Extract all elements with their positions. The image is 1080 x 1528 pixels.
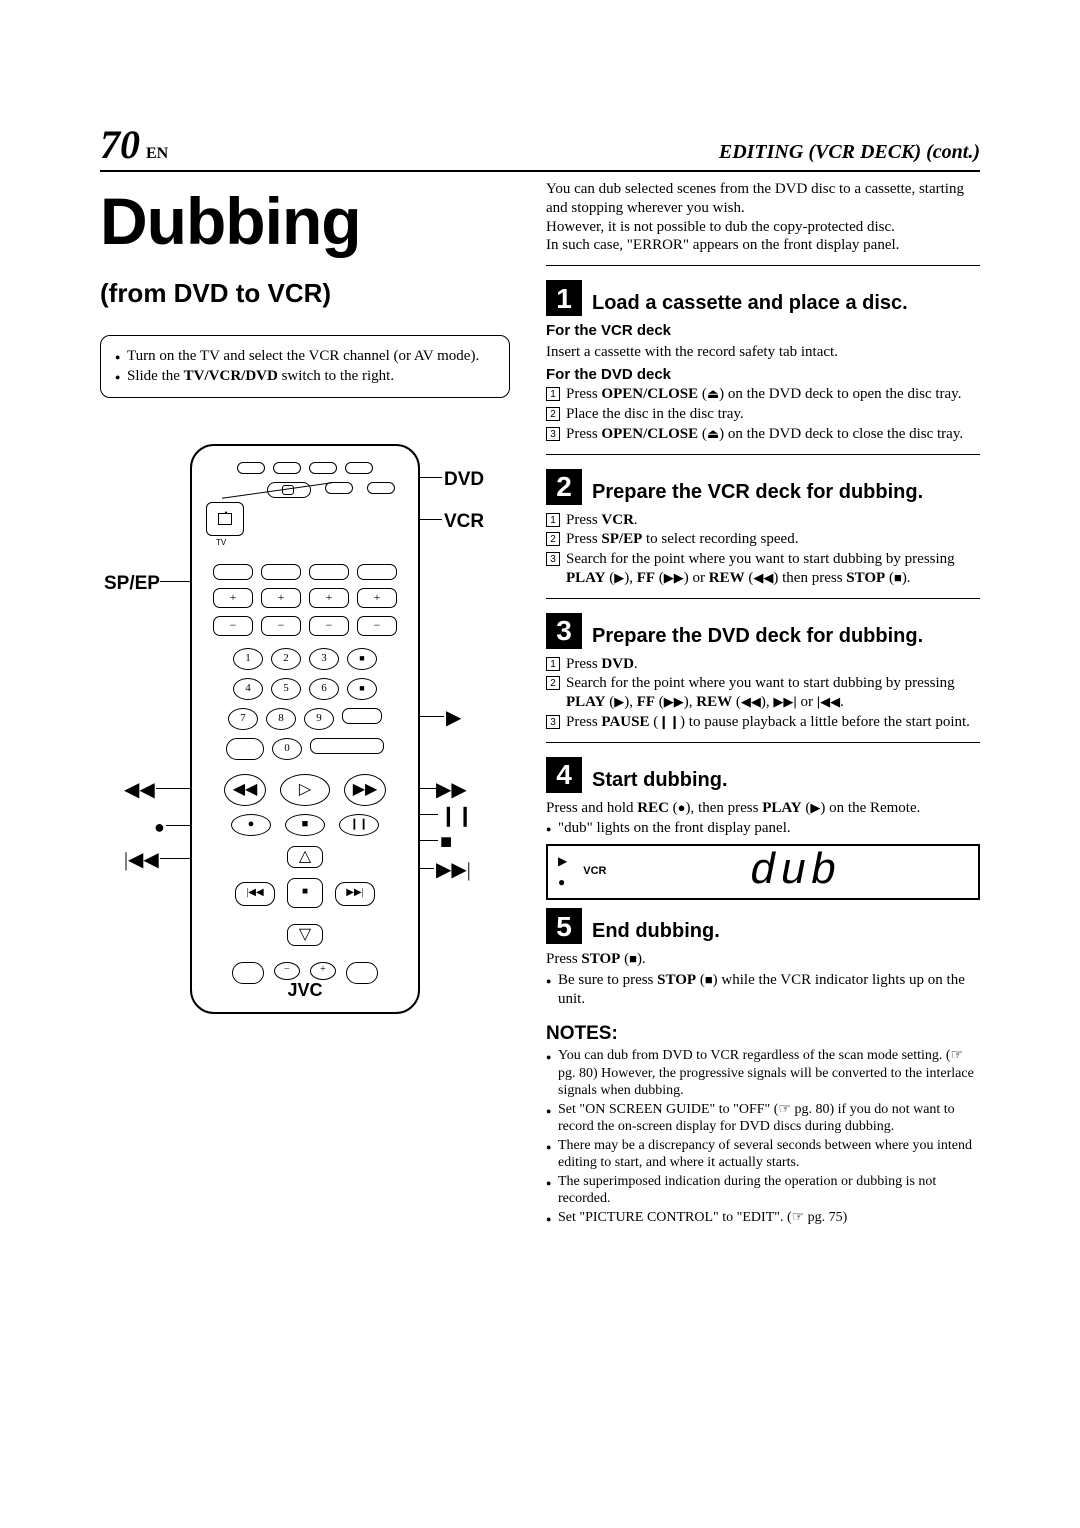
skip-fwd-icon: ▶▶| bbox=[436, 858, 471, 883]
step-5-header: 5 End dubbing. bbox=[546, 908, 980, 944]
pause-icon: ❙❙ bbox=[440, 804, 474, 829]
list-item: 2Place the disc in the disc tray. bbox=[546, 405, 980, 424]
step-1-header: 1 Load a cassette and place a disc. bbox=[546, 280, 980, 316]
section-tag: EDITING (VCR DECK) (cont.) bbox=[719, 140, 980, 165]
list-item: The superimposed indication during the o… bbox=[546, 1173, 980, 1208]
step-4-title: Start dubbing. bbox=[592, 768, 728, 793]
list-item: 1Press OPEN/CLOSE (⏏) on the DVD deck to… bbox=[546, 385, 980, 404]
page-header: 70 EN EDITING (VCR DECK) (cont.) bbox=[100, 120, 980, 172]
list-item: 1Press VCR. bbox=[546, 511, 980, 530]
display-vcr-label: VCR bbox=[583, 865, 606, 879]
list-item: 3Search for the point where you want to … bbox=[546, 550, 980, 588]
list-item: Set "PICTURE CONTROL" to "EDIT". (☞ pg. … bbox=[546, 1209, 980, 1227]
remote-tv-label: TV bbox=[216, 538, 226, 548]
display-dub-word: dub bbox=[622, 845, 968, 900]
remote-label-dvd: DVD bbox=[444, 468, 484, 492]
step-5-num: 5 bbox=[546, 908, 582, 944]
list-item: Slide the TV/VCR/DVD switch to the right… bbox=[115, 367, 495, 386]
list-item: Set "ON SCREEN GUIDE" to "OFF" (☞ pg. 80… bbox=[546, 1101, 980, 1136]
play-icon: ▶ bbox=[558, 854, 567, 869]
list-item: Be sure to press STOP (■) while the VCR … bbox=[546, 971, 980, 1009]
step-1-vcr-body: Insert a cassette with the record safety… bbox=[546, 343, 980, 362]
step-1-title: Load a cassette and place a disc. bbox=[592, 291, 908, 316]
remote-body: TV ++++ −−−− 123■ 456■ bbox=[190, 444, 420, 1014]
remote-label-spep: SP/EP bbox=[104, 572, 160, 596]
list-item: "dub" lights on the front display panel. bbox=[546, 819, 980, 838]
step-1-num: 1 bbox=[546, 280, 582, 316]
step-3-title: Prepare the DVD deck for dubbing. bbox=[592, 624, 923, 649]
layout-two-col: Dubbing (from DVD to VCR) Turn on the TV… bbox=[100, 180, 980, 1227]
page-lang: EN bbox=[146, 145, 168, 162]
step-4-num: 4 bbox=[546, 757, 582, 793]
page-number: 70 bbox=[100, 122, 140, 167]
notes-heading: NOTES: bbox=[546, 1022, 980, 1046]
play-icon: ▶ bbox=[446, 706, 461, 731]
list-item: There may be a discrepancy of several se… bbox=[546, 1137, 980, 1172]
step-3-list: 1Press DVD. 2Search for the point where … bbox=[546, 655, 980, 732]
step-1-vcr-sub: For the VCR deck bbox=[546, 322, 980, 341]
step-4-bullets: "dub" lights on the front display panel. bbox=[546, 819, 980, 838]
list-item: Turn on the TV and select the VCR channe… bbox=[115, 347, 495, 366]
remote-label-vcr: VCR bbox=[444, 510, 484, 534]
step-3-header: 3 Prepare the DVD deck for dubbing. bbox=[546, 613, 980, 649]
step-2-list: 1Press VCR. 2Press SP/EP to select recor… bbox=[546, 511, 980, 588]
list-item: 3Press OPEN/CLOSE (⏏) on the DVD deck to… bbox=[546, 425, 980, 444]
step-2-num: 2 bbox=[546, 469, 582, 505]
ff-icon: ▶▶ bbox=[436, 778, 467, 803]
step-5-bullets: Be sure to press STOP (■) while the VCR … bbox=[546, 971, 980, 1009]
skip-back-icon: |◀◀ bbox=[124, 848, 159, 873]
starter-box: Turn on the TV and select the VCR channe… bbox=[100, 335, 510, 398]
step-2-header: 2 Prepare the VCR deck for dubbing. bbox=[546, 469, 980, 505]
page-title: Dubbing bbox=[100, 180, 510, 263]
rew-icon: ◀◀ bbox=[124, 778, 155, 803]
list-item: 2Press SP/EP to select recording speed. bbox=[546, 530, 980, 549]
starter-list: Turn on the TV and select the VCR channe… bbox=[115, 347, 495, 386]
remote-brand: JVC bbox=[192, 979, 418, 1002]
page-number-block: 70 EN bbox=[100, 120, 168, 170]
list-item: You can dub from DVD to VCR regardless o… bbox=[546, 1047, 980, 1100]
list-item: 1Press DVD. bbox=[546, 655, 980, 674]
step-5-lead: Press STOP (■). bbox=[546, 950, 980, 969]
step-5-title: End dubbing. bbox=[592, 919, 720, 944]
dub-display: ▶ ● VCR dub bbox=[546, 844, 980, 900]
left-column: Dubbing (from DVD to VCR) Turn on the TV… bbox=[100, 180, 510, 1227]
step-3-num: 3 bbox=[546, 613, 582, 649]
step-4-lead: Press and hold REC (●), then press PLAY … bbox=[546, 799, 980, 818]
right-column: You can dub selected scenes from the DVD… bbox=[546, 180, 980, 1227]
step-4-header: 4 Start dubbing. bbox=[546, 757, 980, 793]
rec-icon: ● bbox=[558, 875, 567, 890]
notes-list: You can dub from DVD to VCR regardless o… bbox=[546, 1047, 980, 1226]
step-2-title: Prepare the VCR deck for dubbing. bbox=[592, 480, 923, 505]
page-subtitle: (from DVD to VCR) bbox=[100, 277, 510, 310]
stop-icon: ■ bbox=[440, 830, 452, 855]
list-item: 2Search for the point where you want to … bbox=[546, 674, 980, 712]
list-item: 3Press PAUSE (❙❙) to pause playback a li… bbox=[546, 713, 980, 732]
remote-diagram: DVD VCR SP/EP ▶ ◀◀ ▶▶ ● ❙❙ ■ |◀◀ ▶▶| bbox=[100, 444, 510, 1084]
step-1-dvd-sub: For the DVD deck bbox=[546, 366, 980, 385]
step-1-dvd-list: 1Press OPEN/CLOSE (⏏) on the DVD deck to… bbox=[546, 385, 980, 443]
rec-icon: ● bbox=[154, 816, 165, 839]
intro-text: You can dub selected scenes from the DVD… bbox=[546, 180, 980, 255]
